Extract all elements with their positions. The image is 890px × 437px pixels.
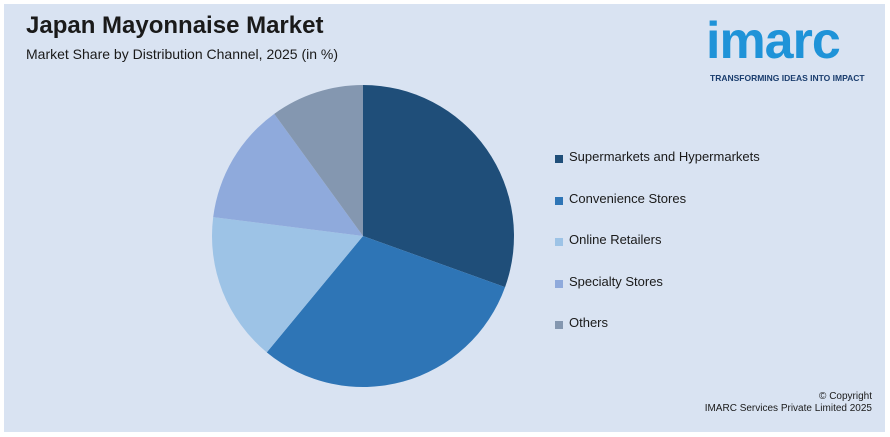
legend-item: Others xyxy=(555,315,760,357)
legend-label: Online Retailers xyxy=(569,232,662,247)
legend-swatch xyxy=(555,196,563,205)
copyright-line: © Copyright xyxy=(819,391,872,402)
pie-slice-others xyxy=(274,85,363,236)
pie-slice-convenience-stores xyxy=(266,236,506,387)
imarc-logo: imarc TRANSFORMING IDEAS INTO IMPACT xyxy=(706,10,876,88)
legend-swatch xyxy=(555,155,563,163)
legend-item: Supermarkets and Hypermarkets xyxy=(555,149,760,191)
copyright-company: IMARC Services Private Limited 2025 xyxy=(704,403,872,414)
pie-slice-online-retailers xyxy=(211,217,363,353)
pie-slice-supermarkets-and-hypermarkets xyxy=(363,85,514,288)
pie-slices xyxy=(211,85,514,387)
legend-label: Others xyxy=(569,315,609,330)
chart-legend: Supermarkets and Hypermarkets Convenience… xyxy=(555,149,760,357)
legend-label: Specialty Stores xyxy=(569,273,663,289)
legend-label: Convenience Stores xyxy=(569,190,687,206)
legend-swatch xyxy=(555,279,563,288)
legend-label: Supermarkets and Hypermarkets xyxy=(569,149,760,164)
legend-item: Online Retailers xyxy=(555,232,760,274)
legend-item: Specialty Stores xyxy=(555,274,760,316)
pie-slice-specialty-stores xyxy=(213,113,363,236)
logo-wordmark: imarc xyxy=(706,12,841,70)
legend-swatch xyxy=(555,321,563,329)
legend-swatch xyxy=(555,238,563,246)
chart-title: Japan Mayonnaise Market xyxy=(26,12,324,39)
logo-tagline: TRANSFORMING IDEAS INTO IMPACT xyxy=(710,73,865,83)
copyright-notice: © Copyright IMARC Services Private Limit… xyxy=(705,391,872,415)
chart-subtitle: Market Share by Distribution Channel, 20… xyxy=(26,46,339,62)
legend-item: Convenience Stores xyxy=(555,191,760,233)
